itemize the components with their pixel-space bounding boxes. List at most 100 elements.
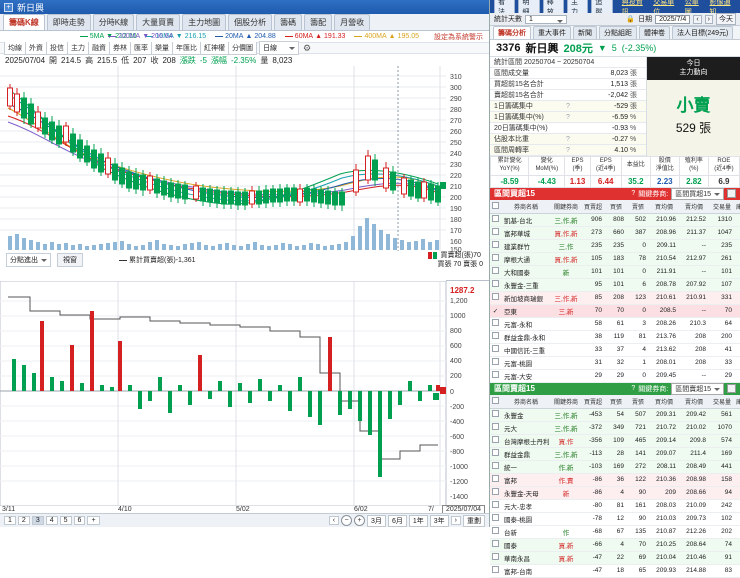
rtab-major-events[interactable]: 重大事件 [533,26,571,39]
tab-allocation[interactable]: 籌配 [304,14,333,30]
select-all-checkbox-header[interactable] [490,394,501,409]
zoom-in-icon[interactable]: + [354,515,366,526]
table-row[interactable]: 中國信託-三重 33 37 4 213.62 208 41 -23 [490,343,740,357]
tab-intraday-kline[interactable]: 分時K線 [92,14,135,30]
col-broker-name[interactable]: 券商名稱 [501,394,551,409]
table-row[interactable]: 富邦-台南 -47 18 65 209.93 214.88 83 39 [490,564,740,578]
chart-bottom-bar[interactable]: 1 2 3 4 5 6 + ‹ − + 3月 6月 1年 3年 › 重劃 [0,513,489,527]
net-position-chart[interactable]: 1287.2 1,200 1000 800 600 400 200 0 -200 -40… [0,281,489,506]
row-checkbox[interactable] [490,252,501,266]
indicator-price-dist[interactable]: 分價圖 [228,41,257,55]
table-row[interactable]: 元富-大安 29 29 0 209.45 -- 29 -4 [490,369,740,383]
help-icon[interactable]: ? [566,102,570,110]
table-row[interactable]: 元大 三,作,新 -372 349 721 210.72 210.02 1070… [490,421,740,435]
col-buy[interactable]: 買張 [605,199,627,214]
col-sell-avg[interactable]: 賣均價 [679,394,709,409]
table-row[interactable]: 台新 作 -68 67 135 210.87 212.26 202 38 [490,525,740,539]
link-public-chart[interactable]: 公單圖 [684,0,699,16]
col-broker-name[interactable]: 券商名稱 [501,199,551,214]
tab-chouma-kline[interactable]: 籌碼K線 [3,14,45,30]
help-icon[interactable]: ? [631,385,636,393]
scroll-right-icon[interactable]: › [450,516,461,525]
row-checkbox[interactable] [490,499,501,513]
col-volume[interactable]: 交易量 [709,394,735,409]
right-tab-bar[interactable]: 籌碼分析 重大事件 新聞 分點組距 體神卷 法人目標(249元) [490,26,740,40]
row-checkbox[interactable] [490,265,501,279]
tab-large-trades[interactable]: 大量買賣 [136,14,181,30]
buy-broker-table[interactable]: 券商名稱 關鍵券商 買賣超 買張 賣張 買均價 賣均價 交易量 庫存(張) 凱基… [490,199,740,383]
page-1[interactable]: 1 [4,516,16,525]
today-button[interactable]: 今天 [716,13,736,25]
table-row[interactable]: 富邦華城 買,作,新 273 660 387 208.96 211.37 104… [490,226,740,240]
rtab-news[interactable]: 新聞 [573,26,597,39]
row-checkbox[interactable] [490,486,501,500]
col-buy-avg[interactable]: 買均價 [649,199,679,214]
help-icon[interactable]: ? [631,190,636,198]
next-icon[interactable]: › [704,14,713,24]
row-checkbox[interactable] [490,473,501,487]
table-row[interactable]: 台灣摩根士丹利 買,作 -356 109 465 209.14 209.8 57… [490,434,740,448]
rtab-chips-analysis[interactable]: 籌碼分析 [493,26,531,39]
row-checkbox[interactable] [490,525,501,539]
expand-icon[interactable]: + [4,2,13,12]
col-net[interactable]: 買賣超 [581,394,605,409]
tab-realtime[interactable]: 即時走勢 [46,14,91,30]
help-icon[interactable]: ? [566,135,570,143]
indicator-toolbar[interactable]: 均線 外資 投信 主力 融資 券林 匯率 樂量 年匯比 紅神權 分價圖 日線 ⚙ [0,41,489,55]
table-row[interactable]: 元大-忠孝 -80 81 161 208.03 210.09 242 34 [490,499,740,513]
col-sell[interactable]: 賣張 [627,199,649,214]
zoom-out-icon[interactable]: − [341,515,353,526]
col-sell[interactable]: 賣張 [627,394,649,409]
grid-icon[interactable] [727,189,736,199]
col-net[interactable]: 買賣超 [581,199,605,214]
table-row[interactable]: 國泰-桃園 -78 12 90 210.03 209.73 102 -6 [490,512,740,526]
row-checkbox[interactable] [490,434,501,448]
sell-broker-table[interactable]: 券商名稱 關鍵券商 買賣超 買張 賣張 買均價 賣均價 交易量 庫存(張) 永豐… [490,394,740,578]
table-row[interactable]: 永豐金 三,作,新 -453 54 507 209.31 209.42 561 … [490,408,740,422]
row-checkbox[interactable] [490,551,501,565]
gear-icon[interactable]: ⚙ [303,42,312,53]
link-investment-info[interactable]: 與投資訊 [621,0,643,16]
table-row[interactable]: 新加坡商瑞銀 三,作,新 85 208 123 210.61 210.91 33… [490,291,740,305]
lock-icon[interactable]: 🔒 [626,16,636,23]
stat-filter-bar[interactable]: 統計天數 1 🔒 日期 2025/7/4 ‹ › 今天 [490,13,740,26]
date-input[interactable]: 2025/7/4 [655,14,691,24]
range-6m[interactable]: 6月 [387,514,407,527]
indicator-exchange[interactable]: 匯率 [130,41,152,55]
row-checkbox[interactable] [490,538,501,552]
page-4[interactable]: 4 [45,516,58,525]
prev-icon[interactable]: ‹ [693,14,702,24]
table-row[interactable]: 摩根大通 買,作,新 105 183 78 210.54 212.97 261 … [490,252,740,266]
table-row[interactable]: 富邦 作,賣 -86 36 122 210.36 208.98 158 9 [490,473,740,487]
tab-stock-analysis[interactable]: 個股分析 [228,14,273,30]
window-button[interactable]: 視窗 [57,253,83,267]
row-checkbox[interactable] [490,278,501,292]
stat-days-select[interactable]: 1 [525,14,567,24]
page-6[interactable]: 6 [73,516,86,525]
table-row[interactable]: 凱基-台北 三,作,新 906 808 502 210.96 212.52 13… [490,213,740,227]
row-checkbox[interactable] [490,226,501,240]
indicator-main-force[interactable]: 主力 [67,41,89,55]
indicator-rights[interactable]: 紅神權 [200,41,229,55]
table-row[interactable]: 群益金鼎 三,作,新 -113 28 141 209.07 211.4 169 … [490,447,740,461]
price-candlestick-chart[interactable]: 310 300 290 280 270 260 250 240 230 220 210 20… [0,66,489,281]
row-checkbox[interactable] [490,421,501,435]
branch-flow-select[interactable]: 分點進出 [6,253,51,267]
range-3m[interactable]: 3月 [367,514,386,527]
col-buy[interactable]: 買張 [605,394,627,409]
range-1y[interactable]: 1年 [408,514,428,527]
table-row[interactable]: 群益金鼎-永和 38 119 81 213.76 208 200 -69 [490,330,740,344]
col-inventory[interactable]: 庫存(張) [735,199,740,214]
row-checkbox[interactable] [490,343,501,357]
buy-sort-select[interactable]: 區間買超15 [671,187,724,200]
grid-icon[interactable] [727,384,736,394]
table-row[interactable]: 元富-永和 58 61 3 208.26 210.3 64 -1 [490,317,740,331]
rtab-branch-dist[interactable]: 分點組距 [599,26,637,39]
range-3y[interactable]: 3年 [429,514,449,527]
sell-sort-select[interactable]: 區間賣超15 [671,382,724,395]
col-inventory[interactable]: 庫存(張) [735,394,740,409]
scroll-left-icon[interactable]: ‹ [328,516,340,525]
row-checkbox[interactable] [490,291,501,305]
table-row[interactable]: 元富-桃園 31 32 1 208.01 208 33 -4 [490,356,740,370]
col-volume[interactable]: 交易量 [709,199,735,214]
